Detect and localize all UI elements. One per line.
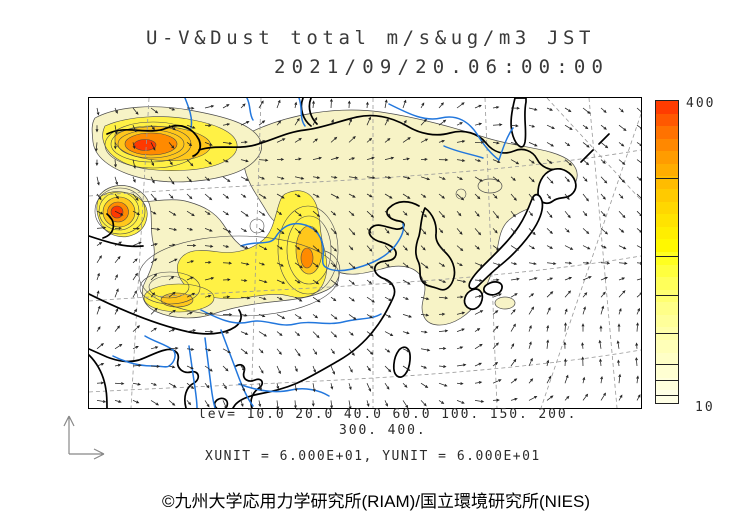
island-taiwan	[393, 346, 411, 378]
dust-shading	[91, 106, 578, 326]
rivers	[112, 97, 514, 409]
axis-arrows	[63, 415, 105, 460]
colorbar-segment	[656, 163, 678, 177]
colorbar-segment	[656, 277, 678, 290]
colorbar-max-label: 400	[686, 96, 716, 111]
river-songhua	[443, 145, 484, 159]
colorbar-min-label: 10	[695, 400, 715, 415]
colorbar-segments	[656, 101, 678, 403]
river-brahmaputra	[144, 335, 176, 367]
colorbar-segment	[656, 302, 678, 315]
river-yangtze	[200, 309, 382, 326]
island-honshu	[468, 193, 544, 290]
river-yellow	[240, 222, 405, 272]
border-mongolia	[198, 114, 567, 179]
kuril-islands	[580, 133, 610, 163]
colorbar-tick	[656, 294, 678, 296]
contour-levels-line2: 300. 400.	[339, 423, 427, 438]
dust-gold-south	[160, 292, 194, 308]
unit-scaling-text: XUNIT = 6.000E+01, YUNIT = 6.000E+01	[205, 449, 541, 464]
colorbar-tick	[656, 333, 678, 335]
colorbar-segment	[656, 264, 678, 278]
coastline-bay-of-bengal	[88, 348, 200, 409]
island-sakhalin	[510, 97, 527, 148]
wind-arrows	[94, 98, 646, 410]
colorbar-segment	[656, 126, 678, 139]
river-amur	[388, 103, 514, 161]
colorbar-segment	[656, 251, 678, 265]
y-axis-arrow	[63, 415, 75, 454]
lake-baikal	[300, 97, 318, 127]
colorbar-segment	[656, 113, 678, 127]
copyright-text: ©九州大学応用力学研究所(RIAM)/国立環境研究所(NIES)	[161, 492, 591, 511]
x-axis-arrow	[69, 448, 105, 460]
dust-orange-central	[300, 247, 314, 269]
coastline-vietnam	[235, 363, 264, 409]
river-xi	[238, 383, 330, 397]
colorbar-segment	[656, 138, 678, 152]
map-canvas	[88, 97, 646, 411]
river-mekong	[220, 329, 254, 407]
island-kyushu	[463, 288, 484, 310]
map-svg	[88, 97, 646, 411]
contour-rings	[94, 121, 467, 317]
colorbar-segment	[656, 214, 678, 227]
coastline-korea	[414, 207, 456, 291]
colorbar-segment	[656, 314, 678, 328]
colorbar	[655, 100, 679, 404]
border-kunlun	[88, 213, 144, 248]
colorbar-segment	[656, 239, 678, 252]
plot-timestamp: 2021/09/20.06:00:00	[274, 56, 610, 78]
colorbar-tick	[656, 178, 678, 180]
colorbar-segment	[656, 365, 678, 378]
river-salween	[204, 337, 216, 409]
river-irrawaddy	[188, 345, 198, 409]
colorbar-segment	[656, 289, 678, 303]
colorbar-segment	[656, 151, 678, 164]
colorbar-segment	[656, 101, 678, 114]
wind-vector-field	[94, 98, 646, 410]
colorbar-segment	[656, 226, 678, 240]
plot-title: U-V&Dust total m/s&ug/m3 JST	[146, 27, 596, 49]
colorbar-segment	[656, 189, 678, 202]
colorbar-segment	[656, 377, 678, 391]
contour-levels-line1: lev= 10.0 20.0 40.0 60.0 100. 150. 200.	[198, 407, 578, 422]
dust-patch-sea-of-japan	[477, 178, 503, 194]
colorbar-segment	[656, 390, 678, 403]
colorbar-segment	[656, 352, 678, 366]
colorbar-segment	[656, 201, 678, 215]
border-himalaya	[88, 293, 242, 335]
colorbar-tick	[656, 364, 678, 366]
colorbar-segment	[656, 176, 678, 190]
colorbar-tick	[656, 379, 678, 381]
colorbar-tick	[656, 255, 678, 257]
coastline-india-east	[88, 354, 108, 409]
colorbar-tick	[656, 395, 678, 397]
island-shikoku	[482, 281, 503, 296]
colorbar-segment	[656, 339, 678, 353]
dust-patch-tsushima	[494, 296, 516, 310]
river-tarim	[184, 97, 306, 129]
